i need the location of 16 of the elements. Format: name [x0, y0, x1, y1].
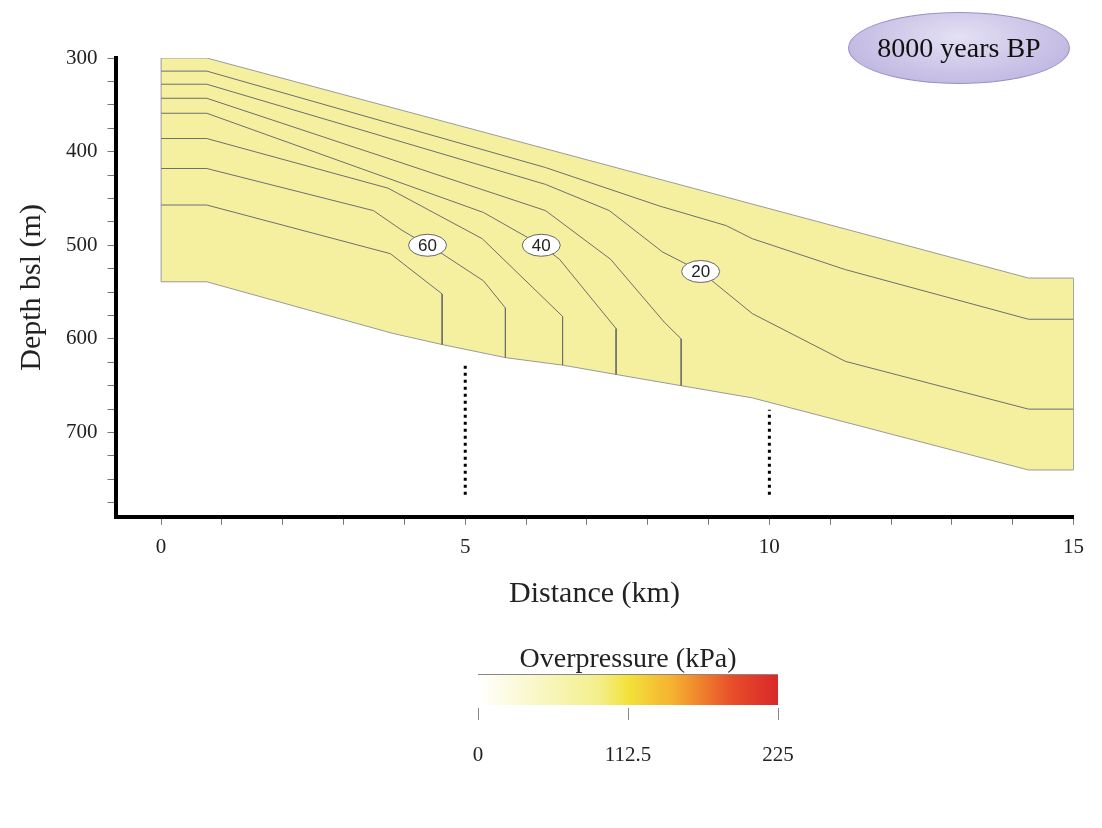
- x-tick-label: 0: [155, 533, 167, 558]
- y-axis-title: Depth bsl (m): [12, 204, 47, 371]
- color-bar-title: Overpressure (kPa): [518, 642, 738, 674]
- x-tick-label: 10: [758, 533, 780, 558]
- y-tick-label: 600: [66, 325, 98, 350]
- color-bar-label: 112.5: [603, 742, 653, 767]
- x-axis-title: Distance (km): [509, 574, 680, 609]
- color-bar-label: 225: [761, 742, 795, 767]
- chart-title: 8000 years BP: [848, 12, 1070, 84]
- x-tick-label: 15: [1063, 533, 1084, 558]
- y-tick-label: 500: [66, 231, 98, 256]
- y-tick-label: 300: [66, 44, 98, 69]
- y-tick-label: 400: [66, 138, 98, 163]
- y-tick-label: 700: [66, 419, 98, 444]
- color-bar-label: 0: [471, 742, 485, 767]
- x-tick-label: 5: [460, 533, 471, 558]
